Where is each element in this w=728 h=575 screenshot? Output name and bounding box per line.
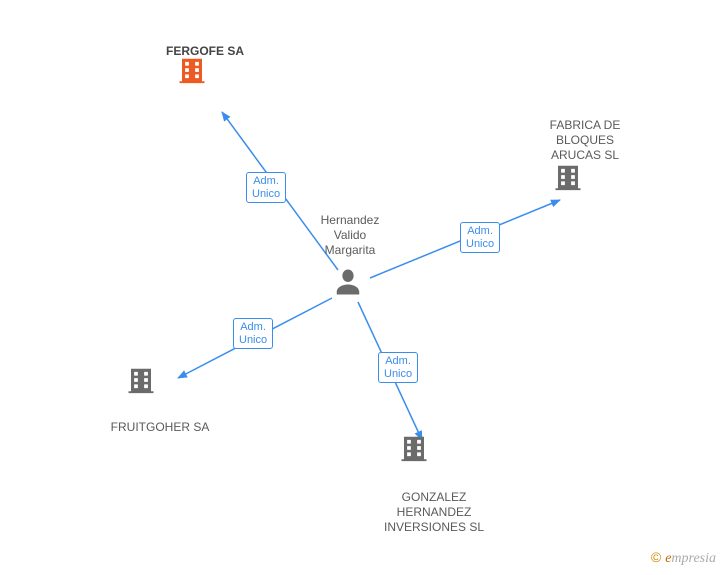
person-icon bbox=[333, 265, 363, 299]
company-label: GONZALEZ HERNANDEZ INVERSIONES SL bbox=[374, 490, 494, 535]
company-node[interactable] bbox=[399, 431, 429, 465]
edge-label: Adm. Unico bbox=[378, 352, 418, 383]
company-label: FABRICA DE BLOQUES ARUCAS SL bbox=[535, 118, 635, 163]
watermark: ©empresia bbox=[651, 549, 716, 567]
brand-rest: mpresia bbox=[671, 551, 716, 566]
company-node[interactable] bbox=[553, 160, 583, 194]
center-node-label: Hernandez Valido Margarita bbox=[305, 213, 395, 258]
edge-label: Adm. Unico bbox=[246, 172, 286, 203]
edges-layer bbox=[0, 0, 728, 575]
company-label: FRUITGOHER SA bbox=[95, 420, 225, 435]
diagram-canvas: Hernandez Valido Margarita FERGOFE SA Ad… bbox=[0, 0, 728, 575]
edge-label: Adm. Unico bbox=[460, 222, 500, 253]
edge-label: Adm. Unico bbox=[233, 318, 273, 349]
copyright-symbol: © bbox=[651, 549, 661, 565]
company-node[interactable] bbox=[126, 363, 156, 397]
company-label: FERGOFE SA bbox=[135, 44, 275, 59]
